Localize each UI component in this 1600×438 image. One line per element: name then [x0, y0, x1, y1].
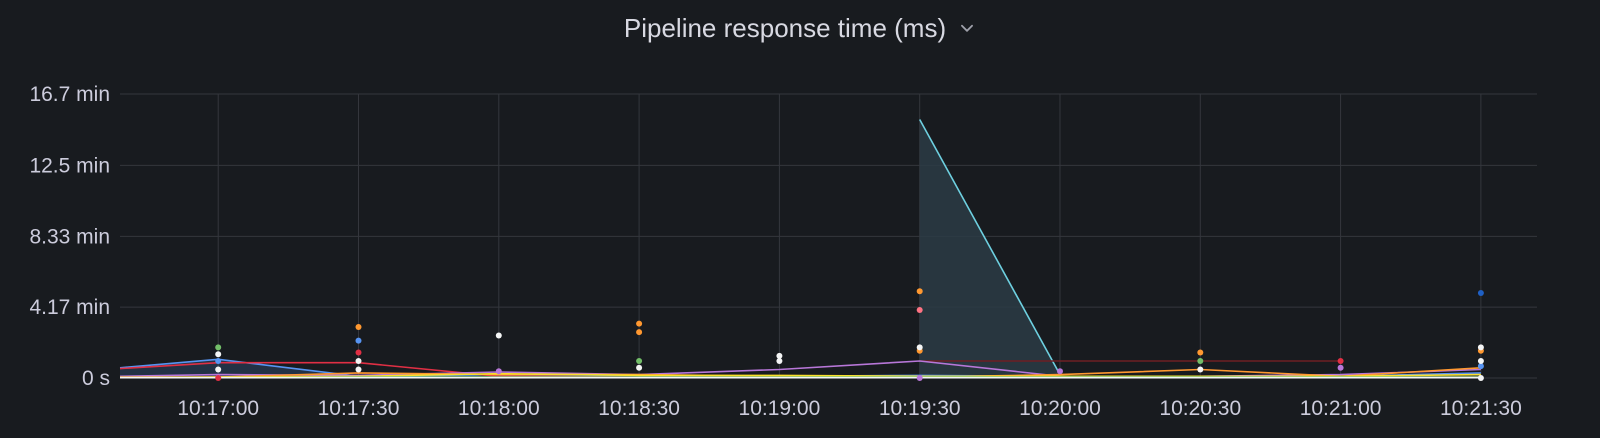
data-point-white	[1197, 366, 1204, 373]
data-point-orange	[636, 320, 643, 327]
data-point-red	[215, 375, 222, 381]
data-point-red	[355, 349, 362, 356]
data-point-white	[495, 332, 502, 339]
data-point-magenta	[1337, 364, 1344, 371]
y-tick-label: 12.5 min	[29, 154, 110, 177]
data-point-green	[1197, 358, 1204, 364]
data-point-magenta	[1057, 368, 1063, 375]
data-point-white	[1477, 344, 1484, 351]
panel-title-menu[interactable]: Pipeline response time (ms)	[624, 13, 976, 44]
x-tick-label: 10:20:00	[1019, 397, 1101, 420]
x-tick-label: 10:18:30	[598, 397, 680, 420]
data-point-dark-blue	[1477, 290, 1484, 296]
data-point-blue	[1477, 363, 1484, 370]
x-tick-label: 10:21:00	[1300, 397, 1382, 420]
data-point-orange	[636, 329, 643, 336]
data-point-white	[355, 358, 362, 364]
grid	[120, 93, 1537, 379]
data-point-red	[1337, 358, 1344, 364]
y-tick-label: 8.33 min	[29, 225, 110, 248]
chevron-down-icon	[961, 24, 974, 32]
data-point-blue	[215, 358, 222, 364]
data-point-blue	[355, 337, 362, 344]
x-tick-label: 10:17:00	[177, 397, 259, 420]
x-tick-label: 10:17:30	[318, 397, 400, 420]
data-point-magenta	[495, 368, 502, 375]
y-tick-label: 0 s	[82, 367, 110, 390]
data-point-orange	[355, 324, 362, 330]
panel-header: Pipeline response time (ms)	[0, 8, 1600, 48]
y-tick-label: 16.7 min	[29, 83, 110, 106]
data-point-green	[636, 358, 643, 364]
data-point-magenta	[916, 375, 923, 381]
y-tick-label: 4.17 min	[29, 296, 110, 319]
series-line-orange	[120, 367, 1481, 378]
x-tick-label: 10:18:00	[458, 397, 540, 420]
data-point-white	[215, 351, 222, 358]
panel-title: Pipeline response time (ms)	[623, 12, 947, 43]
series-lines	[119, 119, 1481, 379]
data-point-white	[1477, 375, 1484, 381]
data-point-white	[215, 366, 222, 373]
x-tick-label: 10:20:30	[1159, 397, 1241, 420]
data-point-white	[1477, 358, 1484, 364]
series-fills	[120, 119, 1481, 378]
data-point-orange	[916, 288, 923, 295]
x-tick-label: 10:21:30	[1440, 397, 1522, 420]
series-line-cyan	[918, 119, 1061, 375]
series-points	[215, 288, 1484, 381]
x-axis: 10:17:00 10:17:30 10:18:00 10:18:30 10:19:00…	[177, 397, 1521, 420]
x-tick-label: 10:19:00	[739, 397, 821, 420]
x-tick-label: 10:19:30	[879, 397, 961, 420]
data-point-green	[215, 344, 222, 351]
data-point-white	[916, 344, 923, 351]
data-point-white	[776, 358, 783, 364]
data-point-white	[355, 366, 362, 373]
data-point-white	[776, 352, 783, 359]
data-point-orange	[1197, 349, 1204, 356]
data-point-white	[636, 364, 643, 371]
data-point-pink	[916, 307, 923, 313]
y-axis: 0 s 4.17 min 8.33 min 12.5 min 16.7 min	[29, 83, 110, 390]
